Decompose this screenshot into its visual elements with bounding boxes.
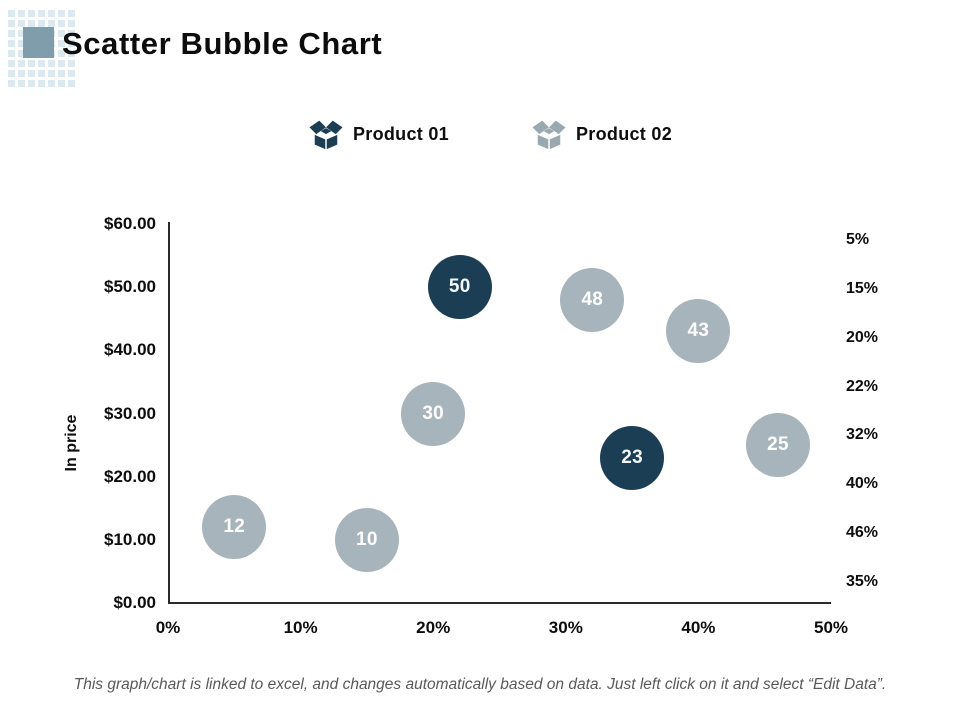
logo-square xyxy=(58,70,65,77)
logo-square xyxy=(58,60,65,67)
right-data-label: 32% xyxy=(846,426,879,444)
logo-square xyxy=(38,80,45,87)
logo-square xyxy=(8,60,15,67)
bubble[interactable]: 50 xyxy=(427,255,492,320)
logo-square xyxy=(18,50,25,57)
right-data-label: 46% xyxy=(846,524,879,542)
logo-square xyxy=(38,10,45,17)
logo-square xyxy=(68,80,75,87)
logo-square xyxy=(58,40,65,47)
logo-square xyxy=(18,10,25,17)
logo-square xyxy=(58,20,65,27)
logo-accent-square xyxy=(23,27,54,58)
logo-square xyxy=(28,60,35,67)
bubble[interactable]: 30 xyxy=(401,381,466,446)
logo-square xyxy=(68,30,75,37)
logo-square xyxy=(38,70,45,77)
logo-square xyxy=(48,60,55,67)
y-tick-label: $50.00 xyxy=(104,277,156,297)
bubble[interactable]: 25 xyxy=(745,413,810,478)
right-data-label: 15% xyxy=(846,279,879,297)
logo xyxy=(5,8,87,94)
open-box-icon xyxy=(532,120,566,150)
x-tick-label: 10% xyxy=(283,618,318,637)
logo-square xyxy=(38,60,45,67)
right-data-label: 20% xyxy=(846,328,879,346)
logo-square xyxy=(48,20,55,27)
x-axis-line xyxy=(168,602,831,604)
logo-square xyxy=(18,70,25,77)
logo-square xyxy=(68,50,75,57)
bubble[interactable]: 48 xyxy=(560,267,625,332)
bubble-chart[interactable]: In price $60.00 $50.00 $40.00 $30.00 $20.00 $… xyxy=(0,180,960,660)
logo-square xyxy=(48,10,55,17)
page-title: Scatter Bubble Chart xyxy=(62,26,383,61)
logo-square xyxy=(8,20,15,27)
legend-item: Product 02 xyxy=(531,119,672,150)
legend-item-label: Product 02 xyxy=(576,124,673,144)
logo-square xyxy=(28,80,35,87)
y-tick-label: $20.00 xyxy=(104,466,156,486)
right-data-label: 22% xyxy=(846,377,879,395)
logo-square xyxy=(8,10,15,17)
logo-square xyxy=(68,20,75,27)
chart-legend: Product 01 Product 02 xyxy=(10,119,960,150)
open-box-icon xyxy=(309,120,343,150)
right-data-label: 40% xyxy=(846,475,879,493)
y-axis-line xyxy=(168,222,170,603)
logo-square xyxy=(68,60,75,67)
y-tick-label: $0.00 xyxy=(113,593,156,612)
logo-square xyxy=(18,60,25,67)
logo-square xyxy=(58,50,65,57)
logo-square xyxy=(18,40,25,47)
logo-square xyxy=(58,80,65,87)
logo-square xyxy=(18,80,25,87)
logo-square xyxy=(28,20,35,27)
y-tick-label: $30.00 xyxy=(104,403,156,423)
logo-square xyxy=(8,50,15,57)
logo-square xyxy=(8,30,15,37)
bubble[interactable]: 23 xyxy=(600,425,665,490)
logo-square xyxy=(18,30,25,37)
bubble[interactable]: 43 xyxy=(666,299,731,364)
logo-square xyxy=(8,40,15,47)
logo-square xyxy=(68,70,75,77)
logo-square xyxy=(28,70,35,77)
x-tick-label: 20% xyxy=(416,618,451,637)
logo-square xyxy=(68,10,75,17)
bubble[interactable]: 12 xyxy=(202,495,267,560)
y-tick-label: $40.00 xyxy=(104,340,156,360)
logo-square xyxy=(58,10,65,17)
right-data-label: 5% xyxy=(846,231,870,248)
y-tick-label: $10.00 xyxy=(104,529,156,549)
logo-square xyxy=(28,10,35,17)
logo-square xyxy=(8,80,15,87)
logo-square xyxy=(58,30,65,37)
right-data-label: 35% xyxy=(846,573,879,590)
legend-item: Product 01 xyxy=(308,119,449,150)
logo-square xyxy=(18,20,25,27)
legend-item-label: Product 01 xyxy=(352,124,449,144)
logo-square xyxy=(48,70,55,77)
logo-square xyxy=(68,40,75,47)
logo-square xyxy=(38,20,45,27)
bubble[interactable]: 10 xyxy=(334,507,399,572)
x-tick-label: 0% xyxy=(155,618,181,637)
logo-square xyxy=(8,70,15,77)
logo-square xyxy=(48,80,55,87)
x-tick-label: 50% xyxy=(813,618,849,637)
footer-note: This graph/chart is linked to excel, and… xyxy=(73,676,887,693)
y-tick-label: $60.00 xyxy=(104,214,156,233)
x-tick-label: 30% xyxy=(548,618,583,637)
x-tick-label: 40% xyxy=(681,618,716,637)
